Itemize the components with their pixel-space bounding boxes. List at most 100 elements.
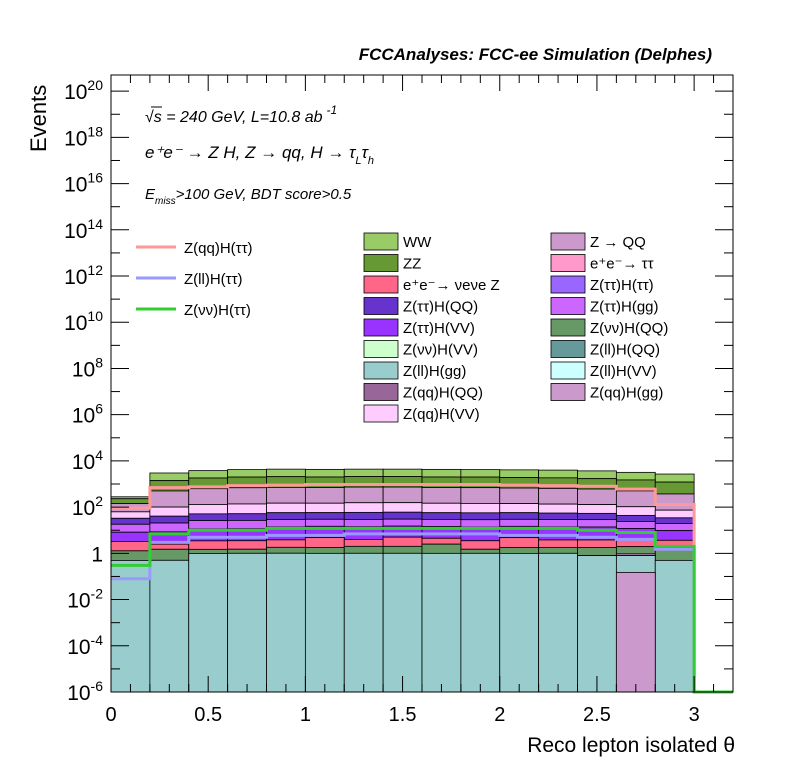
bar-z-h-vv--bin-13 [615,528,656,540]
bar-z-h-qq--bin-4 [266,546,306,554]
legend-box-swatch [363,340,399,358]
annotation-process-sub1: L [355,155,361,167]
line-z-ll-h- [111,532,696,692]
bar-ww-bin-9 [460,469,501,478]
bar-ww-bin-10 [499,469,540,478]
bar-z-h-qq--bin-12 [577,512,617,521]
annotation-cuts-text: >100 GeV, BDT score>0.5 [176,186,352,203]
legend-box-label: Z(ll)H(VV) [590,363,657,380]
stacked-bars [110,468,695,693]
legend-box-swatch [363,297,399,315]
bar-z-qq-h-vv--bin-0 [110,511,151,519]
legend-box-swatch [550,275,586,294]
bar-z-h-gg--bin-5 [304,518,345,527]
bar-z-h-gg--bin-7 [382,518,423,527]
legend-box-label: e⁺e⁻→ ττ [590,256,654,273]
legend-box-label: ZZ [403,256,421,273]
y-axis: 1020 1018 1016 1014 1012 1010 108 106 104 102 1 10-… [64,77,733,705]
bar-z-h-vv--bin-14 [654,530,695,541]
bar-ww-bin-1 [149,472,190,482]
bar-z-h-gg--bin-13 [615,521,656,529]
y-tick-label: 10-2 [67,586,103,613]
bar-z-h-qq--bin-2 [188,548,229,554]
y-tick-label: 1018 [64,123,103,150]
y-tick-label: 104 [72,447,103,474]
bar-z-ll-h-gg--bin-3 [227,552,267,693]
bar-z-h-gg--bin-14 [654,523,695,532]
bar-z-h-qq--bin-14 [654,517,695,524]
annotation-energy-lumi: √s = 240 GeV, L=10.8 ab -1 [145,103,337,126]
legend-box-swatch [363,361,399,380]
bar-z-qq-h-vv--bin-12 [577,504,617,514]
y-tick-label: 1014 [64,216,103,243]
y-tick-label: 108 [72,354,103,381]
annotation-lumi-exponent: -1 [327,103,338,117]
bar-z-qq-h-vv--bin-13 [615,506,656,516]
bar-z-h-qq--bin-7 [382,511,423,520]
bar-z-h-qq--bin-3 [227,513,267,521]
annotation-process-sub2: h [368,155,374,167]
legend-box-swatch [363,232,399,251]
bar-z-h-qq--bin-0 [110,550,151,561]
bar-ww-bin-11 [538,469,578,479]
bar-z-qq-h-vv--bin-8 [421,502,462,514]
legend-box-label: Z → QQ [590,234,646,251]
annotation-energy-lumi-text: √s = 240 GeV, L=10.8 ab [145,109,323,126]
bar-z-h-gg--bin-4 [266,519,306,528]
legend-box-swatch [550,318,586,337]
legend-line-label: Z(ll)H(ττ) [184,271,243,288]
legend-box-label: e⁺e⁻→ νeνe Z [403,277,500,294]
bar-z-ll-h-gg--bin-14 [654,559,695,693]
bar-z-h-gg--bin-8 [421,518,462,527]
bar-z-h-gg--bin-2 [188,520,229,530]
bar-z-qq-h-vv--bin-6 [343,502,384,513]
legend-box-swatch [363,318,399,337]
bar-z-ll-h-gg--bin-6 [343,552,384,693]
legend-box-swatch [363,275,399,294]
bar-z-ll-h-gg--bin-8 [421,552,462,693]
bar-z-h-qq--bin-9 [460,512,501,521]
bar-z-h-vv--bin-0 [110,531,151,542]
bar-ww-bin-12 [577,470,617,480]
bar-z-h-qq--bin-13 [615,546,656,555]
bar-e-e-e-e-z-bin-4 [266,539,306,548]
legend-line-label: Z(νν)H(ττ) [184,302,251,319]
bar-z-h-qq--bin-11 [538,547,578,554]
chart-title: FCCAnalyses: FCC-ee Simulation (Delphes) [359,45,713,64]
bar-z-qq-h-gg--bin-4 [266,486,306,504]
bar-z-qq-h-gg--bin-14 [654,493,695,511]
legend-box-label: Z(ll)H(gg) [403,363,466,380]
y-axis-label: Events [26,85,51,152]
y-tick-label: 1020 [64,77,103,104]
bar-z-h-gg--bin-1 [149,522,190,533]
bar-z-h-qq--bin-2 [188,513,229,521]
bar-z-qq-h-gg--bin-9 [460,487,501,504]
bar-z-h-gg--bin-3 [227,520,267,530]
bar-z-qq-h-gg--bin-10 [499,487,540,505]
bar-ww-bin-3 [227,469,267,478]
legend-box-swatch [550,361,586,380]
bar-z-ll-h-gg--bin-11 [538,552,578,693]
annotation-process: e⁺e⁻ → Z H, Z → qq, H → τLτh [145,143,374,167]
legend-box-label: Z(ττ)H(QQ) [403,299,478,316]
bar-zz-bin-14 [654,481,695,495]
legend-box-label: Z(qq)H(QQ) [403,385,483,402]
bar-zz-bin-1 [149,480,190,492]
bar-z-h-qq--bin-8 [421,543,462,554]
bar-z-h-qq--bin-6 [343,545,384,554]
bar-e-e-e-e-z-bin-5 [304,537,345,548]
bar-z-h-qq--bin-11 [538,512,578,521]
bar-z-qq-h-vv--bin-9 [460,503,501,514]
annotation-process-text: e⁺e⁻ → Z H, Z → qq, H → τ [145,143,357,162]
legend-box-label: Z(ττ)H(VV) [403,320,475,337]
bar-e-e-e-e-z-bin-11 [538,539,578,548]
annotation-process-tau: τ [362,143,370,162]
legend-box-swatch [363,404,399,423]
bar-z-h-qq--bin-12 [577,547,617,557]
bar-z-ll-h-gg--bin-7 [382,552,423,693]
bar-z-qq-h-vv--bin-3 [227,503,267,515]
bar-z-h-gg--bin-12 [577,519,617,528]
bar-z-qq-h-vv--bin-1 [149,506,190,517]
x-tick-label: 1 [300,704,311,726]
x-axis: 0 0.5 1 1.5 2 2.5 3 [105,75,734,726]
